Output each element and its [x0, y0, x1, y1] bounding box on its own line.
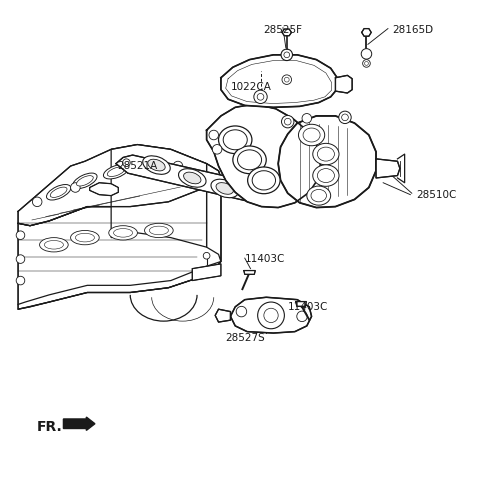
Ellipse shape: [149, 226, 168, 235]
Text: 1022CA: 1022CA: [230, 82, 271, 92]
Polygon shape: [336, 75, 352, 93]
Ellipse shape: [137, 158, 162, 172]
Text: 11403C: 11403C: [288, 302, 328, 312]
Ellipse shape: [144, 223, 173, 238]
Ellipse shape: [76, 176, 93, 186]
Ellipse shape: [218, 126, 252, 154]
Polygon shape: [230, 297, 312, 333]
Ellipse shape: [143, 156, 170, 174]
Ellipse shape: [248, 167, 280, 194]
Ellipse shape: [71, 230, 99, 245]
Circle shape: [33, 197, 42, 206]
Polygon shape: [215, 309, 230, 322]
Polygon shape: [278, 116, 376, 207]
Circle shape: [297, 311, 307, 322]
Ellipse shape: [109, 226, 137, 240]
Ellipse shape: [313, 165, 339, 186]
Polygon shape: [206, 104, 321, 207]
Circle shape: [284, 77, 289, 82]
Polygon shape: [296, 301, 306, 306]
Ellipse shape: [73, 173, 97, 189]
Circle shape: [212, 144, 222, 154]
Circle shape: [264, 308, 278, 323]
Circle shape: [281, 49, 292, 60]
Polygon shape: [221, 55, 338, 108]
Circle shape: [284, 118, 291, 125]
Polygon shape: [282, 29, 291, 36]
Ellipse shape: [233, 146, 266, 174]
Ellipse shape: [44, 240, 63, 249]
Ellipse shape: [114, 228, 132, 237]
Ellipse shape: [303, 128, 320, 142]
FancyArrow shape: [63, 417, 95, 431]
Circle shape: [257, 94, 264, 100]
Polygon shape: [18, 178, 221, 309]
Circle shape: [71, 183, 80, 192]
Ellipse shape: [299, 124, 324, 146]
Circle shape: [254, 192, 262, 199]
Text: 11403C: 11403C: [245, 254, 285, 264]
Ellipse shape: [39, 238, 68, 252]
Circle shape: [16, 255, 25, 264]
Circle shape: [361, 48, 372, 59]
Circle shape: [363, 60, 370, 67]
Ellipse shape: [50, 187, 67, 197]
Circle shape: [302, 114, 312, 123]
Circle shape: [254, 90, 267, 104]
Ellipse shape: [75, 233, 95, 242]
Ellipse shape: [211, 179, 239, 198]
Circle shape: [340, 112, 350, 121]
Circle shape: [16, 276, 25, 285]
Circle shape: [339, 111, 351, 123]
Circle shape: [122, 159, 130, 167]
Circle shape: [209, 130, 218, 140]
Polygon shape: [90, 183, 118, 196]
Ellipse shape: [179, 168, 206, 187]
Text: 28510C: 28510C: [417, 190, 457, 200]
Circle shape: [364, 61, 368, 65]
Ellipse shape: [47, 184, 71, 200]
Ellipse shape: [313, 144, 339, 165]
Circle shape: [173, 161, 183, 171]
Text: 28525F: 28525F: [264, 25, 302, 35]
Polygon shape: [18, 144, 221, 226]
Ellipse shape: [307, 186, 331, 205]
Ellipse shape: [252, 171, 276, 190]
Polygon shape: [244, 271, 255, 275]
Ellipse shape: [317, 168, 335, 182]
Circle shape: [342, 114, 348, 120]
Circle shape: [236, 306, 247, 317]
Polygon shape: [192, 264, 221, 281]
Circle shape: [203, 252, 210, 259]
Ellipse shape: [148, 159, 165, 171]
Polygon shape: [111, 144, 206, 247]
Circle shape: [281, 116, 294, 128]
Ellipse shape: [141, 161, 158, 170]
Circle shape: [284, 52, 289, 58]
Circle shape: [258, 302, 284, 329]
Polygon shape: [376, 159, 400, 178]
Text: 28521A: 28521A: [117, 161, 157, 171]
Circle shape: [16, 231, 25, 240]
Text: FR.: FR.: [37, 420, 63, 434]
Polygon shape: [206, 164, 221, 262]
Ellipse shape: [223, 130, 247, 150]
Polygon shape: [116, 155, 264, 203]
Ellipse shape: [216, 182, 233, 194]
Ellipse shape: [317, 147, 335, 161]
Text: 28527S: 28527S: [225, 333, 264, 343]
Ellipse shape: [108, 167, 124, 177]
Polygon shape: [362, 29, 371, 36]
Ellipse shape: [238, 150, 262, 170]
Ellipse shape: [311, 190, 326, 202]
Text: 28165D: 28165D: [393, 25, 434, 35]
Ellipse shape: [103, 165, 129, 179]
Circle shape: [282, 75, 291, 84]
Ellipse shape: [183, 172, 201, 184]
